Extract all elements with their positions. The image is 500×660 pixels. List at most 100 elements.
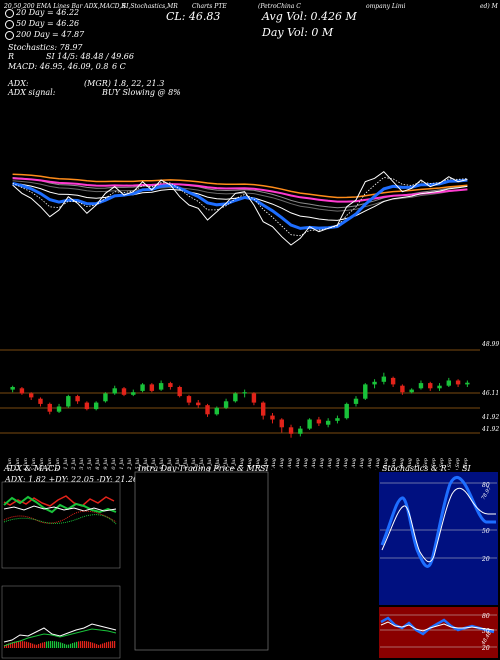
adx-values: (MGR) 1.8, 22, 21.3 [84, 79, 165, 88]
candle-body [400, 385, 405, 393]
x-axis-date-label: 26 Jul [207, 458, 213, 470]
x-axis-date-label: 09 Sep [447, 457, 453, 470]
macd-histogram-bar [80, 641, 82, 648]
adx-readout-line: ADX: 1.82 +DY: 22.05 -DY: 21.26 [5, 475, 139, 484]
candle [270, 413, 275, 424]
candle [205, 403, 210, 417]
candle [261, 401, 266, 420]
macd-readout: MACD: 46.95, 46.09, 0.8 [8, 62, 109, 71]
macd-histogram-bar [12, 642, 14, 648]
adx-minus-di-line [3, 495, 115, 507]
macd-histogram-bar [98, 644, 100, 648]
candle-body [140, 384, 145, 391]
x-axis-date-label: 05 Jul [87, 458, 93, 470]
candle [214, 406, 219, 416]
x-axis-date-label: 30 Aug [407, 458, 413, 470]
x-axis-date-label: 01 Jul [63, 458, 69, 470]
price-line [12, 171, 468, 246]
candle [56, 403, 62, 413]
candle [353, 396, 359, 407]
price-level-mid: 46.11 [482, 390, 500, 397]
candle [325, 418, 331, 428]
x-axis-date-label: 08 Aug [279, 458, 285, 470]
price-level-lines [0, 349, 480, 434]
candle [168, 381, 173, 390]
macd-panel [1, 585, 121, 659]
candle-body [66, 396, 71, 407]
macd-histogram-bar [38, 643, 40, 648]
macd-panel-frame [1, 585, 121, 659]
legend-ema20: 20 Day = 46.22 [5, 8, 79, 18]
candle [131, 389, 136, 397]
candle [363, 383, 368, 400]
candle-body [381, 376, 387, 382]
legend-ema50: 50 Day = 46.26 [5, 19, 79, 29]
candle [121, 387, 127, 397]
legend-ema50-text: 50 Day = 46.26 [16, 19, 80, 28]
candle-body [168, 383, 173, 387]
stoch-rsi-title: Stochastics & R [382, 464, 447, 473]
x-axis-date-label: 28 Jun [55, 458, 61, 470]
candle-body [233, 393, 238, 402]
candle [251, 392, 257, 406]
stochastics-readout: Stochastics: 78.97 [8, 43, 83, 52]
macd-histogram-bar [90, 642, 92, 648]
macd-histogram-bar [8, 643, 10, 648]
stoch-tick-50: 50 [482, 528, 490, 535]
candle [437, 383, 442, 391]
adx-signal-line [3, 510, 117, 524]
candle-body [131, 392, 136, 395]
macd-histogram-bar [34, 644, 36, 648]
macd-histogram-bar [70, 643, 72, 648]
candle [38, 397, 43, 407]
x-axis-date-label: 09 Jul [103, 458, 109, 470]
x-axis-date-label: 20 Jun [7, 458, 13, 470]
adx-panel [1, 481, 121, 569]
x-axis-date-label: 25 Jul [199, 458, 205, 470]
macd-histogram-bar [112, 641, 114, 648]
candle-body [223, 401, 229, 408]
macd-histogram-bar [110, 641, 112, 648]
price-dotted-line [12, 177, 468, 237]
candle-body [465, 382, 470, 385]
macd-histogram-bar [16, 641, 18, 648]
candle [279, 418, 284, 433]
macd-histogram-bar [82, 641, 84, 648]
candle [390, 376, 396, 387]
macd-histogram-bar [78, 641, 80, 648]
x-axis-date-label: 06 Sep [439, 457, 445, 470]
candle [344, 402, 349, 420]
candle-body [214, 407, 219, 415]
ema20-line [12, 178, 468, 230]
adx-panel-frame [1, 481, 121, 569]
intraday-title-tail: SI [260, 464, 269, 473]
candle [381, 372, 387, 385]
candle-body [279, 419, 284, 428]
x-axis-date-label: 26 Aug [375, 458, 381, 470]
x-axis-date-label: 18 Jul [159, 458, 165, 470]
candle [186, 394, 192, 406]
macd-histogram-bar [104, 642, 106, 648]
x-axis-date-label: 04 Sep [423, 457, 429, 470]
rsi-panel-bg [379, 607, 498, 658]
candle-body [428, 383, 433, 389]
x-axis-date-label: 24 Jun [23, 458, 29, 470]
macd-histogram-bar [64, 643, 66, 648]
candle-body [38, 398, 43, 404]
x-axis-date-label: 23 Aug [367, 458, 373, 470]
candle [158, 380, 164, 391]
x-axis-date-label: 14 Aug [311, 458, 317, 470]
candle-body [455, 380, 461, 385]
candle-body [47, 403, 52, 412]
macd-histogram-bar [10, 642, 12, 648]
x-axis-date-label: 29 Aug [399, 458, 405, 470]
x-axis-date-label: 22 Aug [359, 458, 365, 470]
macd-histogram-bar [56, 641, 58, 648]
macd-line [3, 623, 117, 643]
x-axis-date-label: 09 Aug [287, 458, 293, 470]
candle [47, 402, 52, 415]
candle [93, 401, 99, 411]
macd-histogram-bar [18, 641, 20, 648]
macd-histogram-bar [48, 641, 50, 648]
